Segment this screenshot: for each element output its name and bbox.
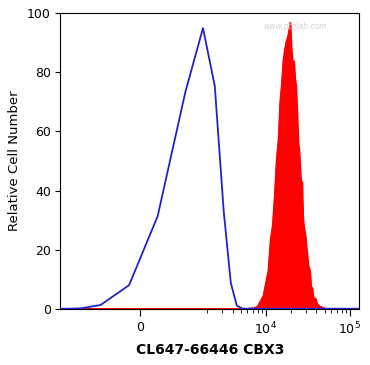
Y-axis label: Relative Cell Number: Relative Cell Number xyxy=(9,91,21,231)
Text: www.ptglab.com: www.ptglab.com xyxy=(264,22,327,31)
X-axis label: CL647-66446 CBX3: CL647-66446 CBX3 xyxy=(136,343,284,357)
